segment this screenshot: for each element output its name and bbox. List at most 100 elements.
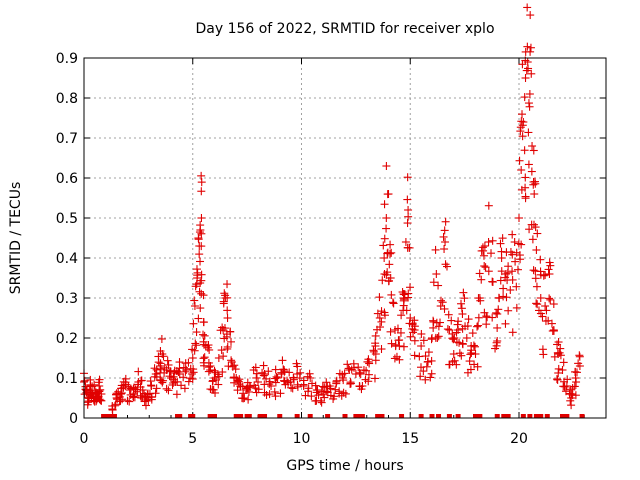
data-point [174, 368, 183, 377]
data-point [468, 329, 477, 338]
y-tick-label: 0.1 [56, 371, 78, 387]
data-point [525, 225, 534, 234]
data-point [380, 234, 389, 243]
data-point [406, 283, 415, 292]
data-point [236, 382, 245, 390]
data-point [214, 372, 223, 381]
data-point [195, 242, 204, 250]
data-point [319, 390, 328, 398]
data-point [523, 42, 532, 51]
data-point [443, 325, 452, 334]
data-point [541, 271, 550, 280]
data-point [421, 375, 430, 384]
data-point [528, 142, 537, 150]
data-point [488, 278, 497, 286]
data-point [381, 311, 390, 320]
data-point [345, 366, 354, 374]
data-point [205, 345, 214, 354]
data-point [379, 241, 388, 250]
data-point [223, 306, 232, 315]
data-point [239, 394, 248, 403]
data-point [219, 326, 228, 334]
data-point [391, 326, 400, 334]
data-point [288, 384, 297, 393]
data-point [464, 315, 473, 324]
data-point [244, 395, 253, 404]
y-axis-label: SRMTID / TECUs [8, 182, 24, 295]
data-point [417, 342, 426, 350]
data-point [364, 370, 373, 379]
data-point [436, 302, 445, 310]
data-point [529, 146, 538, 155]
data-point [121, 380, 130, 389]
data-point [188, 354, 197, 362]
data-point [192, 341, 201, 350]
data-point [521, 74, 530, 82]
data-point [320, 393, 329, 402]
data-point [164, 386, 173, 395]
data-point [312, 386, 321, 394]
data-point [484, 238, 493, 246]
data-point [370, 374, 379, 383]
data-point [157, 334, 166, 343]
data-point [440, 226, 449, 235]
data-point [254, 385, 263, 394]
data-point [504, 306, 513, 315]
data-point [554, 350, 563, 358]
data-point [519, 118, 528, 126]
data-point [571, 391, 580, 400]
data-point [380, 200, 389, 209]
data-point [533, 229, 542, 238]
y-tick-label: 0.6 [56, 171, 78, 187]
data-point [429, 323, 438, 332]
data-point [262, 390, 271, 399]
data-point [305, 369, 314, 378]
data-point [90, 380, 99, 389]
data-point [471, 350, 480, 358]
data-point [521, 173, 530, 182]
data-point [450, 356, 459, 365]
data-point [158, 378, 167, 387]
data-point [382, 224, 391, 233]
data-point [530, 177, 539, 186]
data-point [506, 286, 515, 294]
data-point [395, 342, 404, 350]
data-point [482, 312, 491, 321]
data-point [220, 289, 229, 298]
data-point [375, 314, 384, 322]
data-point [271, 392, 280, 401]
data-point [308, 379, 317, 388]
data-point [159, 376, 168, 385]
data-point [293, 362, 302, 371]
data-point [518, 132, 527, 141]
data-point [499, 292, 508, 301]
data-point [518, 121, 527, 130]
data-point [532, 282, 541, 291]
data-point [508, 275, 517, 284]
data-point [549, 300, 558, 309]
data-point [134, 367, 143, 376]
data-point [419, 336, 428, 345]
data-point [243, 386, 252, 394]
data-point [434, 281, 443, 290]
data-point [544, 265, 553, 274]
data-point [280, 366, 289, 374]
data-point [84, 394, 93, 402]
data-point [125, 386, 134, 394]
data-point [151, 370, 160, 378]
data-point [259, 361, 268, 370]
data-point [163, 356, 172, 365]
data-point [219, 352, 228, 361]
data-point [517, 117, 526, 126]
data-point [376, 323, 385, 332]
data-point [458, 324, 467, 333]
data-point [286, 378, 295, 386]
data-point [86, 382, 95, 390]
data-point [388, 298, 397, 307]
data-point [405, 243, 414, 252]
data-point [467, 348, 476, 357]
data-point [531, 274, 540, 283]
data-point [386, 240, 395, 249]
data-point [285, 368, 294, 377]
data-point [434, 332, 443, 341]
